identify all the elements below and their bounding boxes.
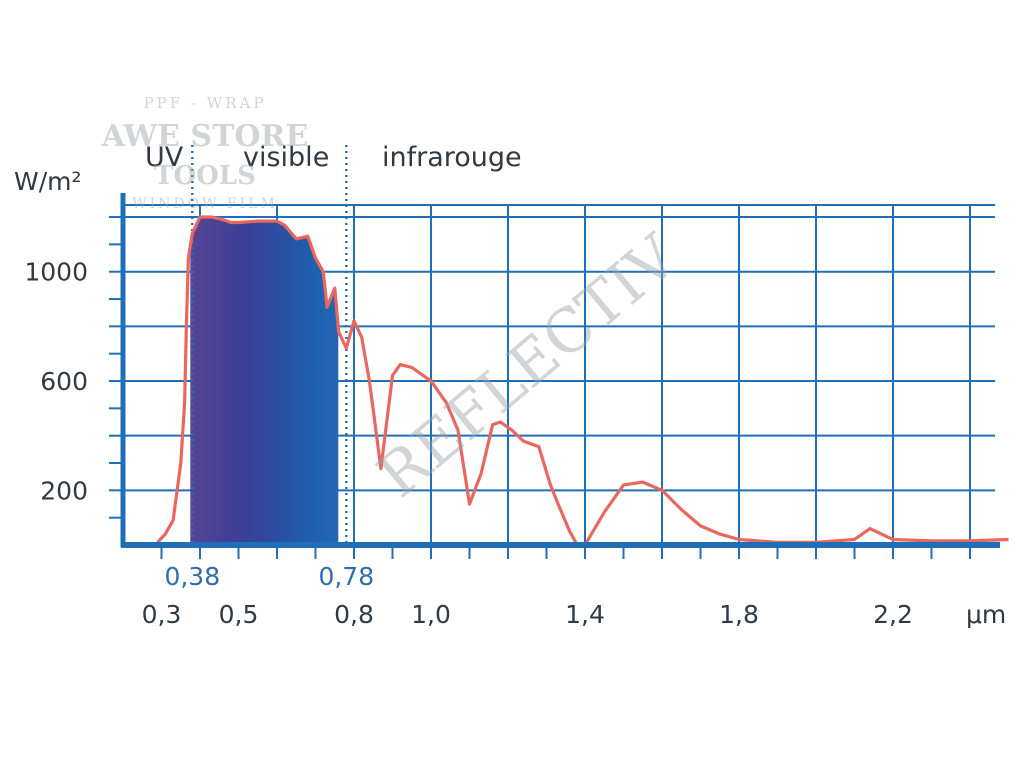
irradiance-curve: [156, 215, 1009, 547]
axes: [109, 193, 1000, 559]
x-tick-label: 1,8: [719, 600, 759, 629]
axis-labels: 200 600 1000 0,3 0,5 0,8 1,0 1,4 1,8 2,2 0,38 0,78: [24, 258, 913, 629]
x-tick-label: 0,3: [142, 600, 182, 629]
x-boundary-label: 0,38: [164, 562, 220, 591]
region-label-infrared: infrarouge: [382, 142, 522, 173]
region-label-uv: UV: [145, 142, 184, 173]
x-axis-unit: μm: [966, 600, 1006, 629]
y-axis-unit: W/m²: [14, 167, 82, 196]
watermark-diagonal: REFLECTIV: [365, 221, 693, 512]
watermark-line3: TOOLS: [154, 161, 256, 191]
x-boundary-label: 0,78: [318, 562, 374, 591]
region-label-visible: visible: [243, 142, 329, 173]
visible-spectrum-fill: [190, 217, 339, 545]
watermark-line4: WINDOW FILM: [132, 196, 278, 212]
x-tick-label: 0,5: [219, 600, 259, 629]
x-tick-label: 0,8: [334, 600, 374, 629]
grid: [122, 204, 995, 545]
x-tick-label: 2,2: [873, 600, 913, 629]
y-tick-label: 200: [40, 476, 88, 505]
watermark-line1: PPF - WRAP: [144, 94, 267, 112]
watermark-line2: AWE STORE: [101, 119, 309, 154]
x-tick-label: 1,4: [565, 600, 605, 629]
watermark-logo: PPF - WRAP AWE STORE TOOLS WINDOW FILM: [101, 94, 309, 212]
y-tick-label: 600: [40, 367, 88, 396]
x-tick-label: 1,0: [411, 600, 451, 629]
y-tick-label: 1000: [24, 258, 88, 287]
